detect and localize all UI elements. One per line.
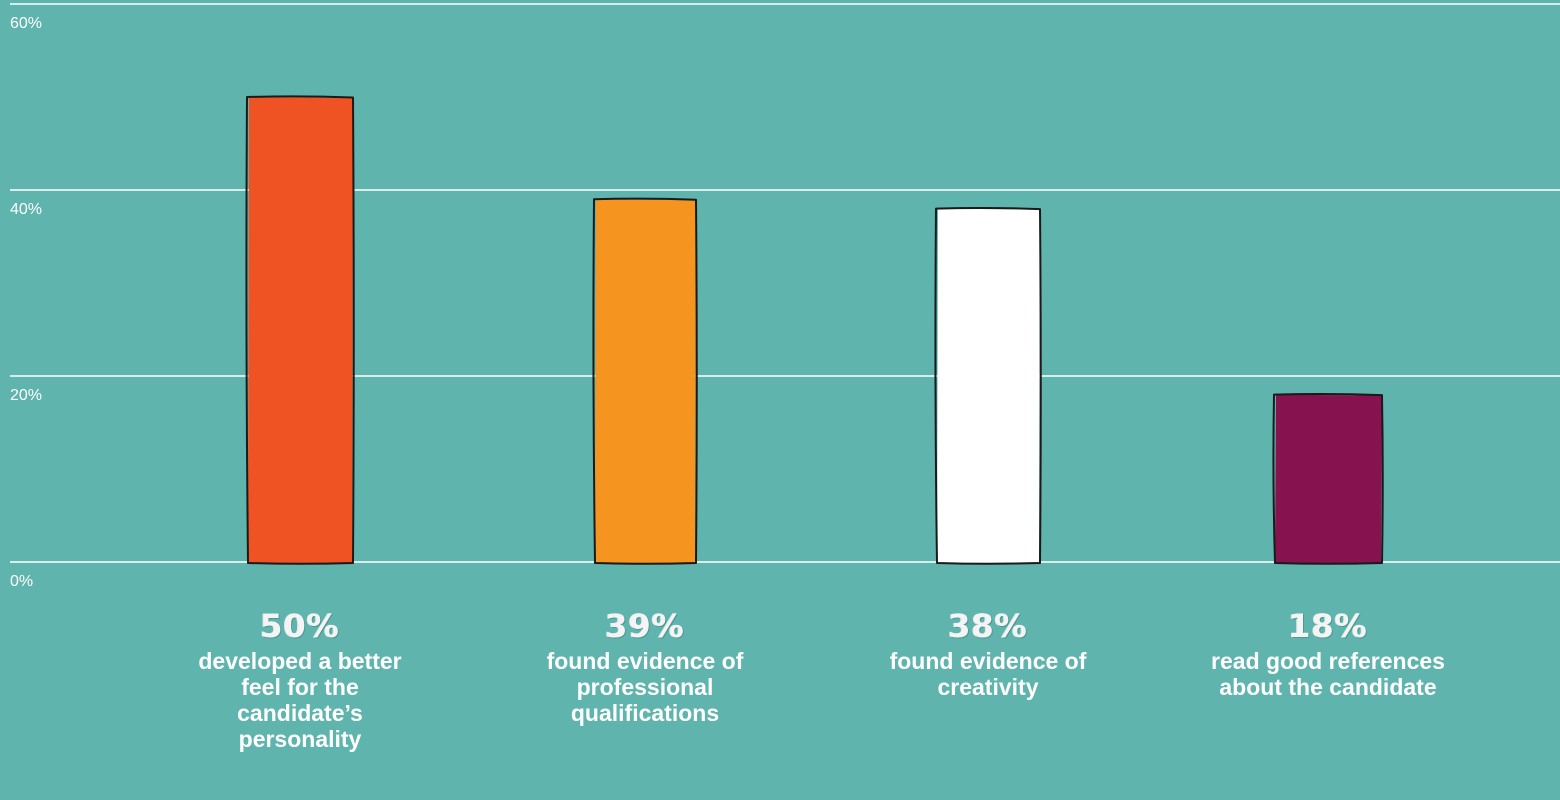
value-label: 39% bbox=[605, 607, 685, 645]
bar-0 bbox=[245, 95, 355, 565]
value-label: 50% bbox=[260, 607, 340, 645]
category-text: developed a better feel for the candidat… bbox=[198, 648, 402, 752]
value-label: 38% bbox=[948, 607, 1028, 645]
category-text: found evidence of creativity bbox=[889, 648, 1087, 700]
y-tick-label: 40% bbox=[10, 201, 42, 218]
category-label-0: 50% developed a better feel for the cand… bbox=[170, 608, 430, 752]
category-label-1: 39% found evidence of professional quali… bbox=[515, 608, 775, 726]
bar-2 bbox=[934, 206, 1042, 565]
category-label-2: 38% found evidence of creativity bbox=[858, 608, 1118, 700]
category-text: found evidence of professional qualifica… bbox=[546, 648, 744, 726]
y-tick-label: 0% bbox=[10, 573, 33, 590]
bar-1 bbox=[592, 197, 698, 565]
category-label-3: 18% read good references about the candi… bbox=[1198, 608, 1458, 700]
bar-3 bbox=[1272, 392, 1384, 565]
y-tick-label: 60% bbox=[10, 15, 42, 32]
value-label: 18% bbox=[1288, 607, 1368, 645]
y-tick-label: 20% bbox=[10, 387, 42, 404]
category-text: read good references about the candidate bbox=[1211, 648, 1445, 700]
